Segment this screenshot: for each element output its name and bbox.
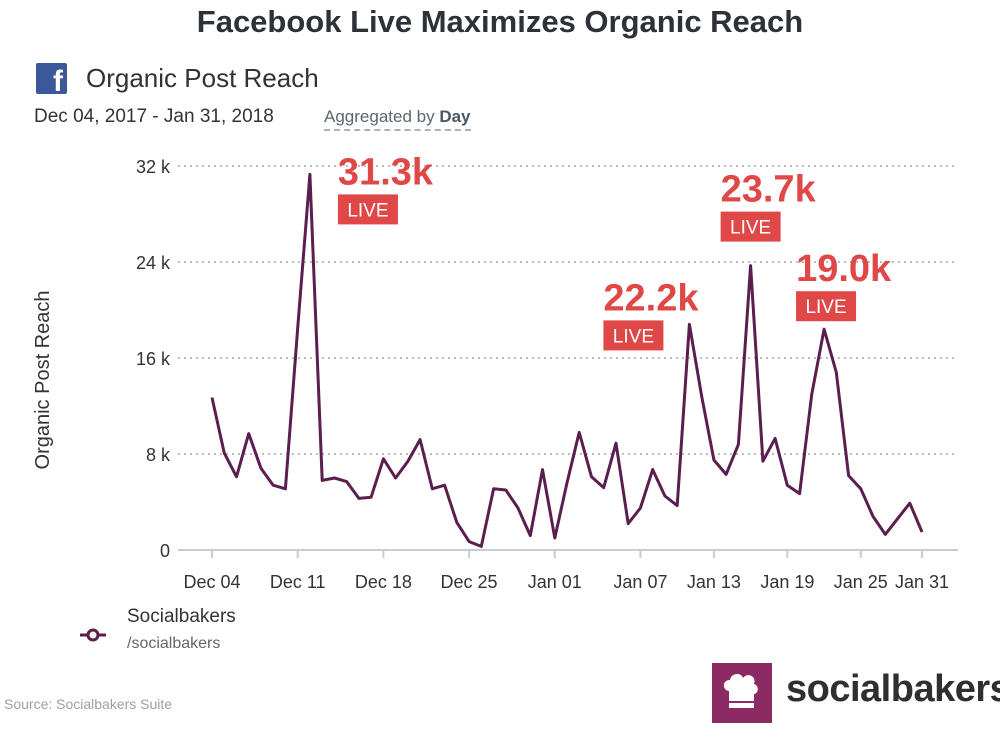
live-badge-label: LIVE <box>613 326 654 347</box>
axes: 0 8 k 16 k 24 k 32 k Dec 04 Dec 11 Dec 18 Dec 25… <box>32 157 958 592</box>
live-badge-label: LIVE <box>730 218 771 239</box>
aggregation-selector[interactable]: Aggregated by Day <box>324 107 471 131</box>
live-badge <box>337 194 398 225</box>
legend-series-handle: /socialbakers <box>127 635 221 652</box>
live-badge-label: LIVE <box>805 297 846 318</box>
annotation-value: 23.7k <box>721 169 817 211</box>
annotation-value: 22.2k <box>603 277 699 319</box>
y-tick-label: 16 k <box>136 349 171 369</box>
y-axis-label: Organic Post Reach <box>32 291 54 470</box>
series-line-socialbakers <box>210 172 924 548</box>
y-tick-label: 0 <box>160 541 170 561</box>
facebook-icon: f <box>36 63 67 97</box>
chart-title: Organic Post Reach <box>86 63 319 93</box>
live-badge <box>603 320 664 351</box>
x-tick-label: Jan 25 <box>834 572 888 592</box>
socialbakers-logo-icon <box>712 663 772 723</box>
live-badge-label: LIVE <box>347 200 388 221</box>
annotation-value: 19.0k <box>796 248 892 290</box>
x-tick-label: Dec 04 <box>183 572 240 592</box>
x-tick-label: Dec 25 <box>441 572 498 592</box>
aggregation-value: Day <box>439 107 471 126</box>
x-tick-label: Jan 07 <box>613 572 667 592</box>
live-badge <box>796 291 857 322</box>
source-note: Source: Socialbakers Suite <box>4 696 173 712</box>
x-tick-label: Jan 13 <box>687 572 741 592</box>
x-tick-label: Dec 11 <box>270 572 326 592</box>
y-tick-label: 8 k <box>146 445 171 465</box>
main-title: Facebook Live Maximizes Organic Reach <box>196 4 804 39</box>
annotation-value: 31.3k <box>338 151 434 193</box>
date-range: Dec 04, 2017 - Jan 31, 2018 <box>34 106 274 127</box>
grid-lines <box>178 165 958 455</box>
y-tick-label: 24 k <box>136 253 171 273</box>
x-tick-label: Dec 18 <box>355 572 412 592</box>
annotations: 31.3k LIVE 22.2k LIVE 23.7k LIVE 19.0k LIVE <box>337 151 892 351</box>
x-tick-label: Jan 19 <box>760 572 814 592</box>
x-tick-label: Jan 31 <box>895 572 949 592</box>
legend-marker-icon <box>80 628 106 642</box>
series-layer <box>210 172 924 548</box>
aggregation-prefix: Aggregated by <box>324 107 435 126</box>
legend-series-name: Socialbakers <box>127 606 236 627</box>
x-tick-label: Jan 01 <box>528 572 582 592</box>
brand-name: socialbakers <box>786 668 1000 710</box>
live-badge <box>720 211 781 242</box>
y-tick-label: 32 k <box>136 157 171 177</box>
